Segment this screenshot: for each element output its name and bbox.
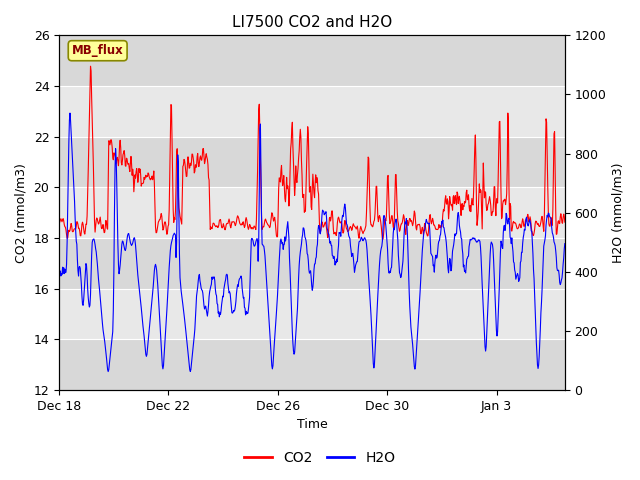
Bar <box>59 137 565 187</box>
X-axis label: Time: Time <box>296 419 328 432</box>
CO2 <box>397 221 405 227</box>
Legend: CO2, H2O: CO2, H2O <box>239 445 401 471</box>
H2O <box>55 276 63 281</box>
Bar <box>59 187 565 238</box>
CO2 <box>86 63 94 69</box>
Line: H2O: H2O <box>59 113 565 372</box>
H2O <box>561 240 569 246</box>
H2O <box>102 355 110 360</box>
CO2 <box>316 228 324 234</box>
Bar <box>59 36 565 86</box>
Bar <box>59 339 565 390</box>
CO2 <box>102 220 110 226</box>
H2O <box>282 236 290 241</box>
Bar <box>59 86 565 137</box>
CO2 <box>308 185 316 191</box>
H2O <box>397 274 405 279</box>
H2O <box>316 231 324 237</box>
Text: MB_flux: MB_flux <box>72 44 124 57</box>
CO2 <box>346 225 354 230</box>
H2O <box>104 369 112 374</box>
CO2 <box>282 199 289 204</box>
H2O <box>347 243 355 249</box>
H2O <box>309 284 317 290</box>
Y-axis label: CO2 (mmol/m3): CO2 (mmol/m3) <box>15 163 28 263</box>
Title: LI7500 CO2 and H2O: LI7500 CO2 and H2O <box>232 15 392 30</box>
Y-axis label: H2O (mmol/m3): H2O (mmol/m3) <box>612 162 625 263</box>
H2O <box>66 110 74 116</box>
Line: CO2: CO2 <box>59 66 565 240</box>
CO2 <box>561 219 569 225</box>
Bar <box>59 289 565 339</box>
Bar <box>59 238 565 289</box>
CO2 <box>55 220 63 226</box>
CO2 <box>379 237 387 242</box>
